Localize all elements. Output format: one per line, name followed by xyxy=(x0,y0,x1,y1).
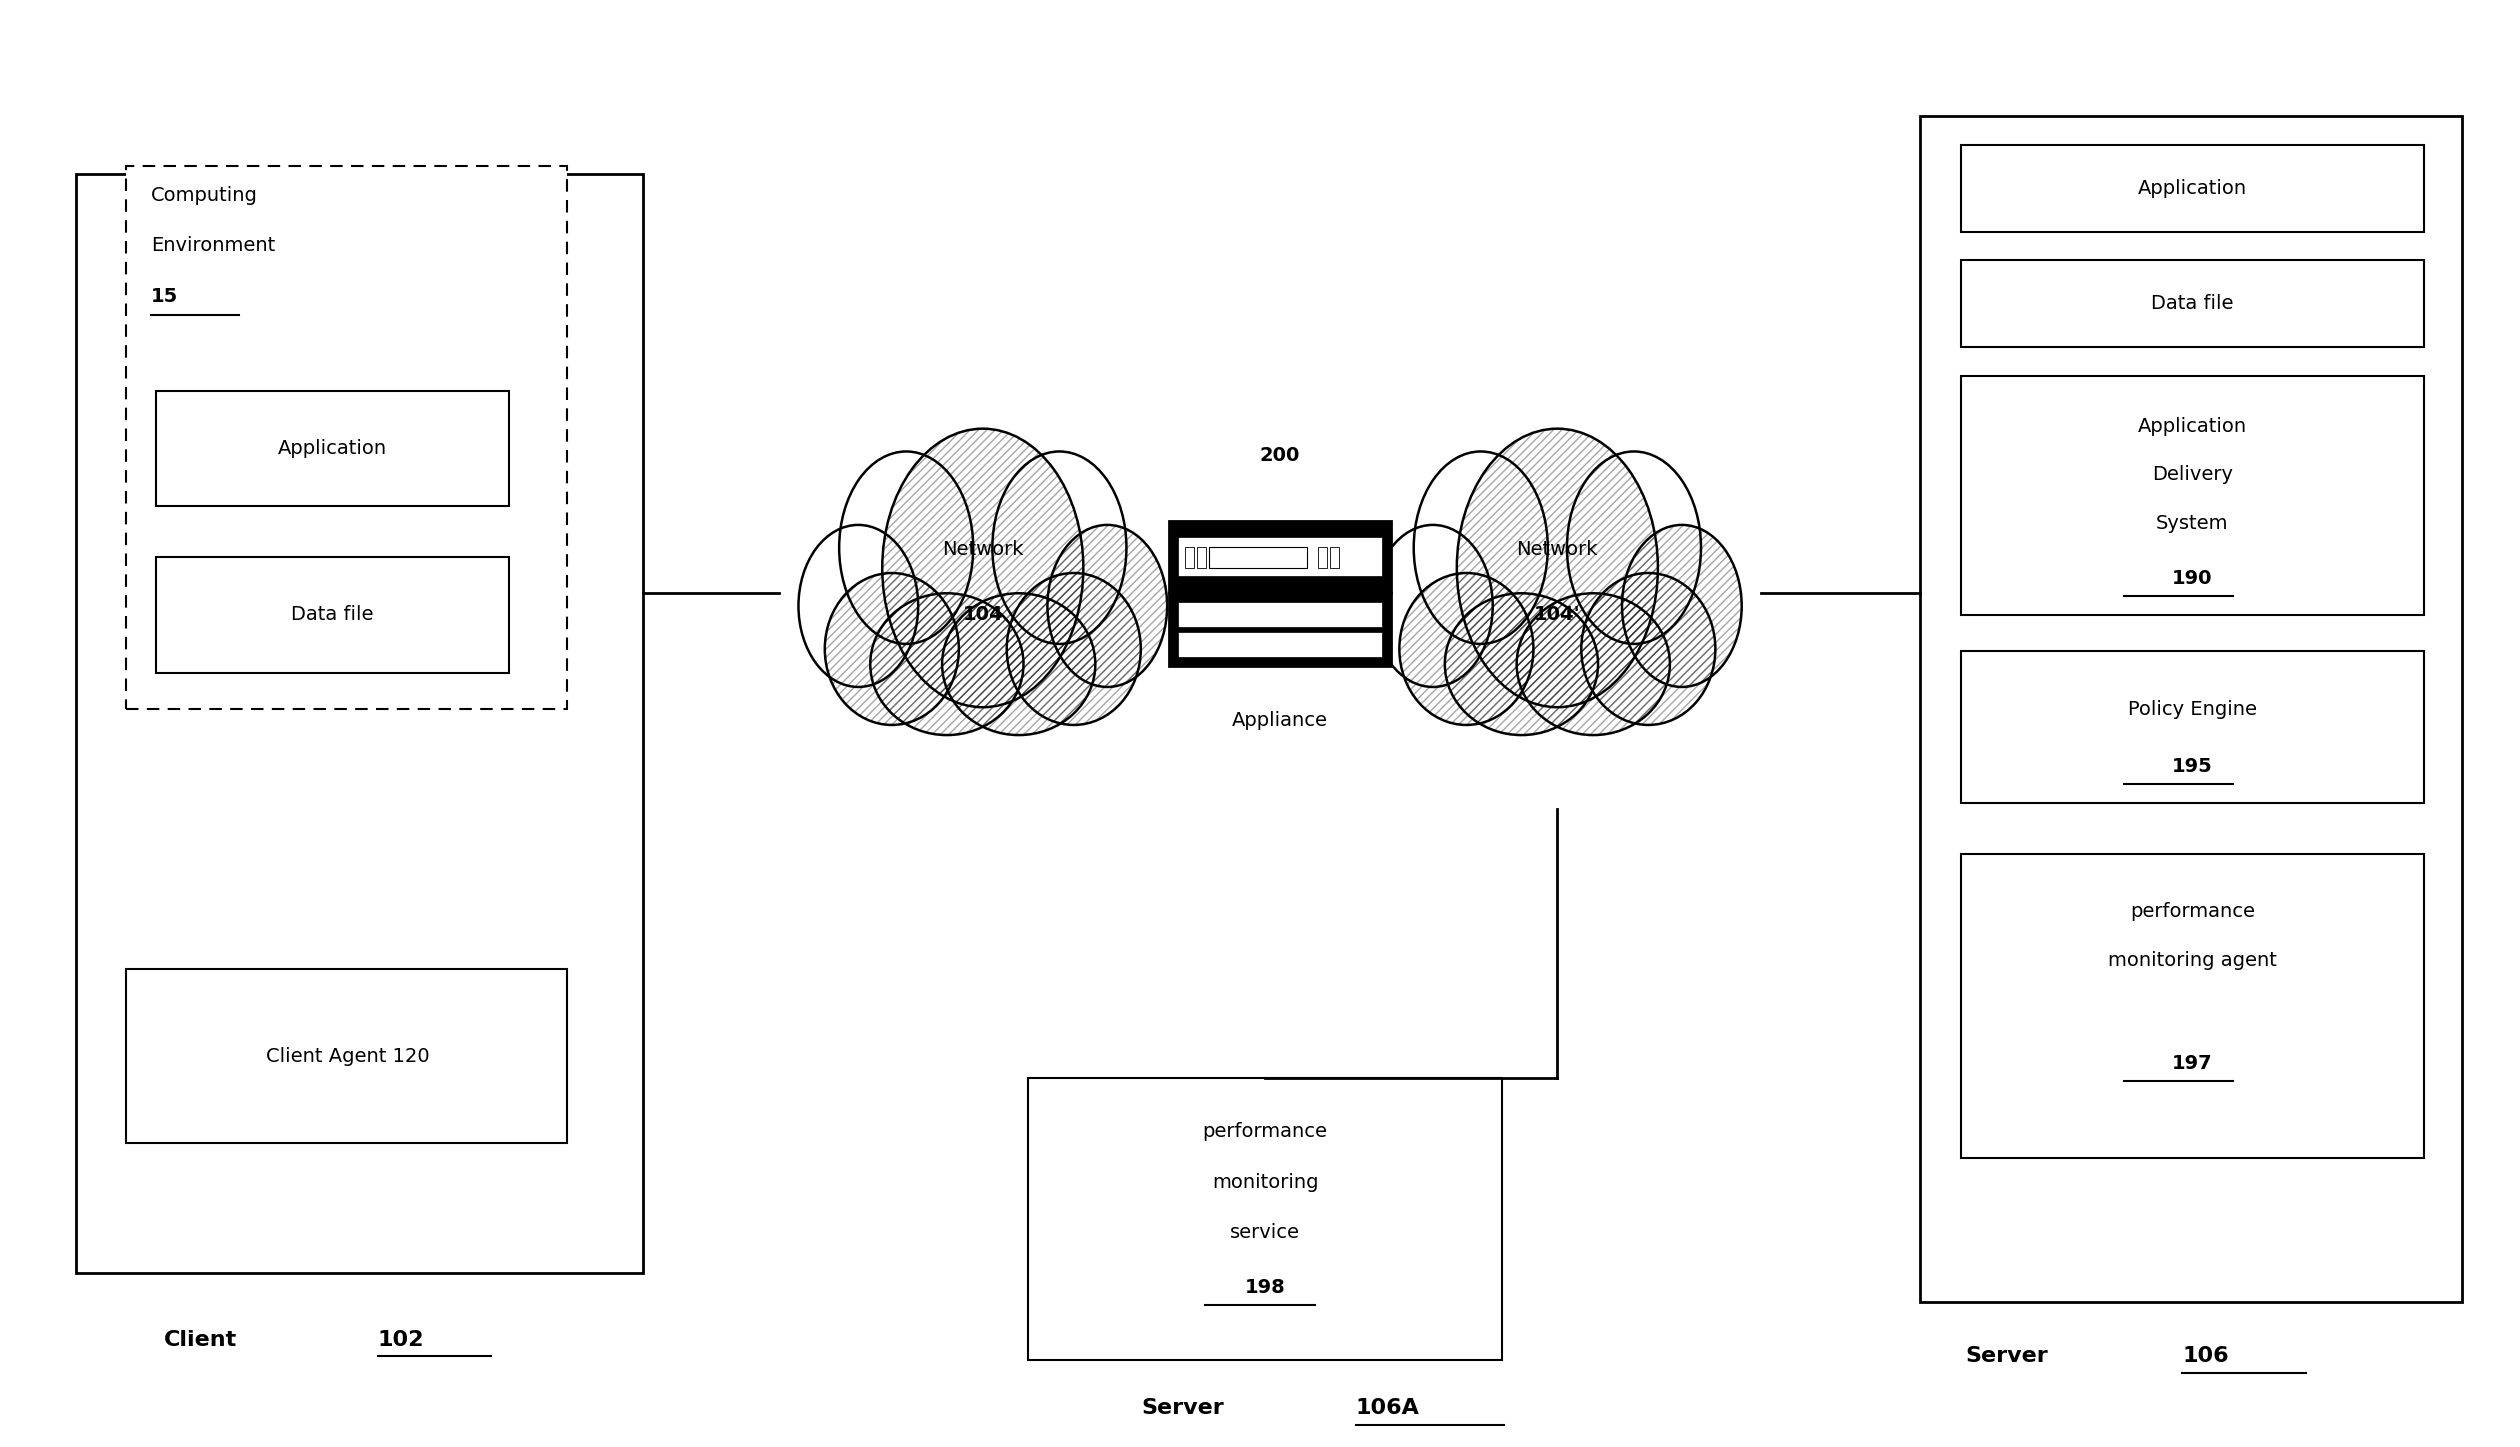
Ellipse shape xyxy=(942,593,1096,735)
Text: Client Agent 120: Client Agent 120 xyxy=(267,1046,428,1066)
Text: service: service xyxy=(1230,1223,1300,1243)
Bar xyxy=(1961,651,2424,803)
Bar xyxy=(1961,145,2424,232)
Text: performance: performance xyxy=(1202,1121,1328,1142)
Ellipse shape xyxy=(799,525,917,687)
Text: monitoring agent: monitoring agent xyxy=(2107,951,2278,971)
Bar xyxy=(1318,547,1326,569)
Ellipse shape xyxy=(869,593,1023,735)
Text: Data file: Data file xyxy=(2152,294,2233,314)
Bar xyxy=(1210,547,1308,569)
Text: Computing: Computing xyxy=(151,185,257,205)
Text: 102: 102 xyxy=(378,1330,423,1350)
Bar xyxy=(1331,547,1338,569)
Ellipse shape xyxy=(1444,593,1598,735)
Ellipse shape xyxy=(1457,428,1658,708)
Bar xyxy=(1961,260,2424,347)
Bar xyxy=(1961,854,2424,1158)
Text: System: System xyxy=(2157,514,2228,534)
Text: Environment: Environment xyxy=(151,236,275,256)
Ellipse shape xyxy=(1399,573,1532,725)
Ellipse shape xyxy=(1517,593,1671,735)
Text: Application: Application xyxy=(2137,417,2248,437)
Text: Application: Application xyxy=(277,438,388,459)
Bar xyxy=(1920,116,2462,1302)
Ellipse shape xyxy=(1623,525,1741,687)
Text: 106: 106 xyxy=(2182,1346,2230,1366)
Text: 197: 197 xyxy=(2172,1053,2213,1074)
Bar xyxy=(1028,1078,1502,1360)
Text: 15: 15 xyxy=(151,287,179,307)
Bar xyxy=(156,391,509,506)
Text: Network: Network xyxy=(942,540,1023,560)
Ellipse shape xyxy=(839,451,973,644)
Ellipse shape xyxy=(1567,451,1701,644)
Ellipse shape xyxy=(824,573,960,725)
Ellipse shape xyxy=(1583,573,1716,725)
Ellipse shape xyxy=(882,428,1084,708)
Bar xyxy=(1179,537,1381,576)
Bar xyxy=(1197,547,1207,569)
Text: 195: 195 xyxy=(2172,757,2213,777)
Text: Policy Engine: Policy Engine xyxy=(2127,699,2258,719)
Text: Application: Application xyxy=(2137,178,2248,198)
Bar xyxy=(156,557,509,673)
Text: Network: Network xyxy=(1517,540,1598,560)
Text: 104': 104' xyxy=(1535,605,1580,625)
Bar xyxy=(126,166,567,709)
Text: 104: 104 xyxy=(963,605,1003,625)
Text: 190: 190 xyxy=(2172,569,2213,589)
Bar xyxy=(126,969,567,1143)
Ellipse shape xyxy=(1373,525,1492,687)
Text: 198: 198 xyxy=(1245,1278,1285,1298)
Text: Server: Server xyxy=(1966,1346,2049,1366)
Bar xyxy=(1169,521,1391,666)
Text: 200: 200 xyxy=(1260,446,1300,466)
Text: performance: performance xyxy=(2129,901,2255,922)
Text: 106A: 106A xyxy=(1356,1398,1419,1418)
Text: Client: Client xyxy=(164,1330,237,1350)
Bar xyxy=(1179,602,1381,627)
Text: monitoring: monitoring xyxy=(1212,1172,1318,1192)
Ellipse shape xyxy=(993,451,1126,644)
Bar xyxy=(1184,547,1194,569)
Text: Server: Server xyxy=(1142,1398,1225,1418)
Text: Data file: Data file xyxy=(292,605,373,625)
Bar xyxy=(1179,632,1381,657)
Ellipse shape xyxy=(1414,451,1547,644)
Text: Delivery: Delivery xyxy=(2152,464,2233,485)
Ellipse shape xyxy=(1008,573,1142,725)
Bar xyxy=(76,174,643,1273)
Bar xyxy=(1961,376,2424,615)
Ellipse shape xyxy=(1048,525,1167,687)
Text: Appliance: Appliance xyxy=(1232,710,1328,731)
